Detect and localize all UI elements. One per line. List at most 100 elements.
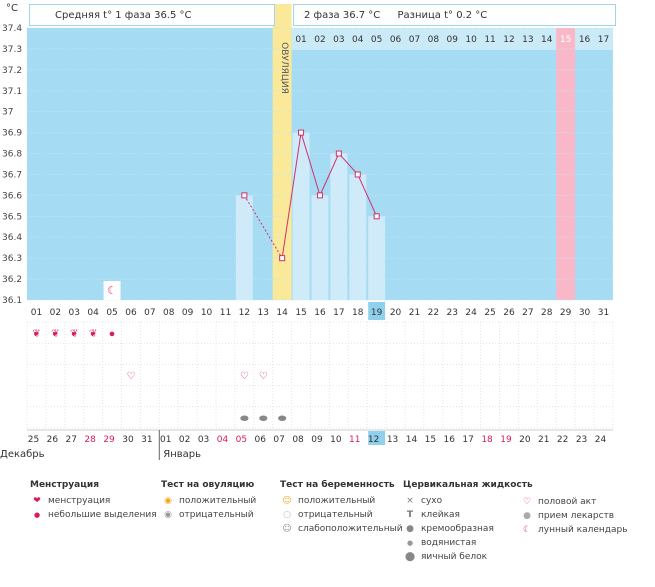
y-tick-label: 36.4 (2, 233, 22, 243)
t-shape-icon: T (406, 510, 414, 520)
cycle-day-label: 08 (163, 308, 175, 318)
temperature-bar (349, 174, 367, 300)
heart-icon: ♡ (259, 371, 268, 382)
temperature-point (298, 129, 305, 136)
temperature-point (335, 150, 342, 157)
calendar-date-label: 24 (595, 435, 607, 445)
bbt-chart: ☾ ❦ ❦ ❦ ❦ ● ♡ ♡ ♡ ⬬ ⬬ ⬬ 37.4 37.3 37.2 37.1 37 36.9 36.8 3… (0, 3, 614, 460)
y-tick-label: 36.3 (2, 254, 22, 264)
calendar-date-label: 15 (425, 435, 436, 445)
calendar-date-label: 28 (84, 435, 96, 445)
temperature-bar (330, 153, 348, 300)
luteal-day-label: 13 (522, 35, 533, 45)
y-axis-unit: °C (6, 3, 18, 14)
y-tick-label: 37.4 (2, 24, 22, 34)
cycle-day-label: 26 (503, 308, 515, 318)
luteal-day-label: 16 (579, 35, 591, 45)
legend-title: Цервикальная жидкость (403, 480, 533, 490)
calendar-date-label: 02 (179, 435, 190, 445)
calendar-date-label: 31 (141, 435, 152, 445)
calendar-date-label: 13 (387, 435, 398, 445)
cycle-day-label: 14 (276, 308, 288, 318)
luteal-day-label: 12 (503, 35, 514, 45)
y-tick-label: 36.6 (2, 191, 22, 201)
legend-item: ❤ менструация (30, 494, 157, 508)
temperature-line-segment (281, 132, 302, 259)
y-tick-label: 36.5 (2, 212, 22, 222)
heart-icon: ♡ (126, 371, 135, 382)
phase1-header: Средняя t° 1 фаза 36.5 °C (29, 4, 275, 26)
temperature-bar (368, 216, 386, 300)
temperature-point (279, 255, 286, 262)
calendar-date-label: 09 (311, 435, 323, 445)
y-tick-label: 36.7 (2, 170, 22, 180)
luteal-day-label: 10 (465, 35, 477, 45)
smile-yellow-icon: ☺ (282, 496, 292, 506)
blood-drops-icon: ❦ (70, 329, 78, 340)
cycle-day-label: 22 (428, 308, 439, 318)
y-tick-label: 36.9 (2, 129, 22, 139)
calendar-date-label: 11 (349, 435, 360, 445)
luteal-day-label: 05 (371, 35, 382, 45)
temperature-point (354, 171, 361, 178)
legend-title: Тест на овуляцию (161, 480, 255, 490)
blood-drops-icon: ❦ (51, 329, 59, 340)
luteal-day-label: 14 (541, 35, 553, 45)
temperature-line-segment (300, 132, 321, 196)
y-tick-label: 36.2 (2, 275, 22, 285)
egg-drop-icon: ⬬ (259, 413, 268, 424)
heart-icon: ♡ (240, 371, 249, 382)
y-tick-label: 37 (2, 108, 13, 118)
temperature-bar (235, 195, 253, 300)
blood-drops-icon: ❦ (89, 329, 97, 340)
calendar-date-label: 04 (217, 435, 229, 445)
luteal-day-label: 02 (314, 35, 325, 45)
luteal-day-label: 09 (447, 35, 459, 45)
cycle-day-label: 02 (50, 308, 61, 318)
calendar-date-label: 05 (236, 435, 247, 445)
blood-drops-icon: ❦ (32, 329, 40, 340)
luteal-day-label: 03 (333, 35, 344, 45)
temperature-bar (292, 132, 310, 300)
cycle-day-label: 24 (465, 308, 477, 318)
cycle-day-label: 30 (579, 308, 591, 318)
month-label: Январь (163, 449, 201, 460)
legend-item: × сухо (403, 494, 533, 508)
y-tick-label: 37.1 (2, 87, 22, 97)
temperature-bar (311, 195, 329, 300)
cross-icon: × (406, 496, 414, 506)
calendar-date-label: 08 (292, 435, 304, 445)
calendar-date-label: 30 (122, 435, 134, 445)
legend-item: ● прием лекарств (520, 509, 628, 523)
temperature-point (241, 192, 248, 199)
luteal-header-row (291, 28, 613, 50)
water-drop-icon: ● (406, 539, 414, 547)
luteal-day-label: 04 (352, 35, 364, 45)
cycle-day-label: 16 (314, 308, 326, 318)
today-cell (368, 302, 386, 320)
legend-item: ● кремообразная (403, 522, 533, 536)
legend-title: Менструация (30, 480, 99, 490)
cycle-day-label: 04 (87, 308, 99, 318)
legend-item: ◉ положительный (161, 494, 256, 508)
y-tick-label: 37.2 (2, 66, 22, 76)
calendar-date-label: 12 (368, 435, 379, 445)
cycle-day-label: 03 (69, 308, 80, 318)
cycle-day-label: 11 (220, 308, 231, 318)
cycle-day-label: 23 (447, 308, 458, 318)
calendar-date-label: 21 (538, 435, 549, 445)
temperature-point (373, 213, 380, 220)
luteal-day-label: 01 (295, 35, 306, 45)
small-drop-icon: ● (33, 511, 41, 519)
sun-yellow-icon: ◉ (164, 496, 172, 506)
small-drop-icon: ● (109, 331, 114, 338)
calendar-date-label: 29 (103, 435, 115, 445)
y-tick-label: 36.8 (2, 150, 22, 160)
legend-ovulation-test: Тест на овуляцию ◉ положительный ◉ отрицат… (161, 480, 256, 522)
luteal-day-label: 07 (409, 35, 420, 45)
temperature-difference: Разница t° 0.2 °C (397, 10, 488, 21)
legend-item: ☾ лунный календарь (520, 523, 628, 537)
cycle-day-label: 05 (106, 308, 117, 318)
